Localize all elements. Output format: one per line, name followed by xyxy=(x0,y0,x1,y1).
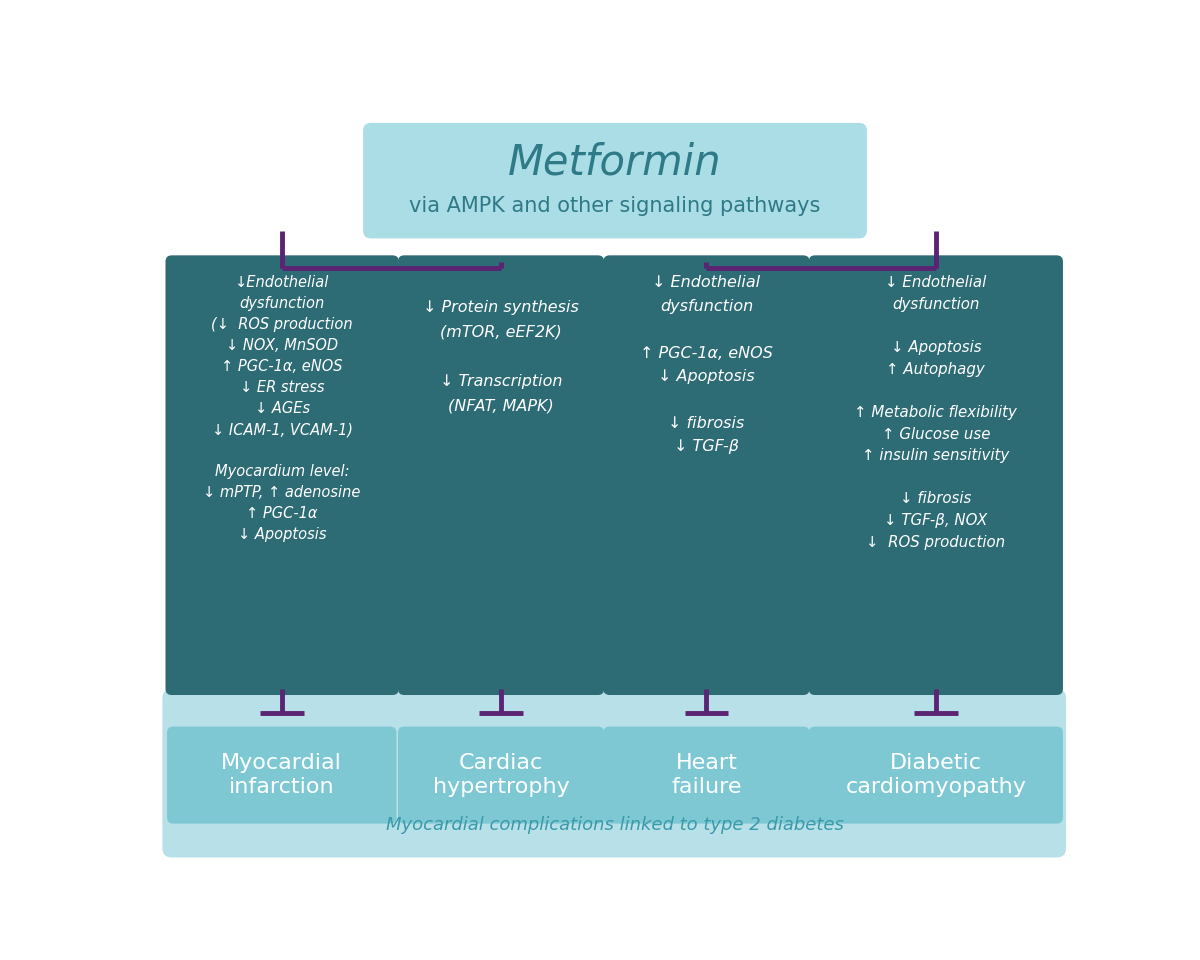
FancyBboxPatch shape xyxy=(398,255,604,695)
FancyBboxPatch shape xyxy=(398,727,604,824)
Text: Myocardial
infarction: Myocardial infarction xyxy=(221,753,342,798)
FancyBboxPatch shape xyxy=(167,727,396,824)
Text: via AMPK and other signaling pathways: via AMPK and other signaling pathways xyxy=(409,196,821,216)
Text: ↓ Endothelial
dysfunction

↑ PGC-1α, eNOS
↓ Apoptosis

↓ fibrosis
↓ TGF-β: ↓ Endothelial dysfunction ↑ PGC-1α, eNOS… xyxy=(640,276,773,454)
Text: ↓Endothelial
dysfunction
(↓  ROS production
↓ NOX, MnSOD
↑ PGC-1α, eNOS
↓ ER str: ↓Endothelial dysfunction (↓ ROS producti… xyxy=(204,276,361,542)
FancyBboxPatch shape xyxy=(166,255,398,695)
FancyBboxPatch shape xyxy=(809,727,1063,824)
Text: ↓ Endothelial
dysfunction

↓ Apoptosis
↑ Autophagy

↑ Metabolic flexibility
↑ Gl: ↓ Endothelial dysfunction ↓ Apoptosis ↑ … xyxy=(854,276,1018,549)
Text: Cardiac
hypertrophy: Cardiac hypertrophy xyxy=(433,753,570,798)
Text: Myocardial complications linked to type 2 diabetes: Myocardial complications linked to type … xyxy=(386,816,844,834)
FancyBboxPatch shape xyxy=(604,727,810,824)
Text: Heart
failure: Heart failure xyxy=(671,753,742,798)
Text: Diabetic
cardiomyopathy: Diabetic cardiomyopathy xyxy=(846,753,1026,798)
FancyBboxPatch shape xyxy=(809,255,1063,695)
FancyBboxPatch shape xyxy=(364,123,866,238)
FancyBboxPatch shape xyxy=(162,689,1066,857)
Text: Metformin: Metformin xyxy=(508,142,722,183)
FancyBboxPatch shape xyxy=(604,255,810,695)
Text: ↓ Protein synthesis
(mTOR, eEF2K)

↓ Transcription
(NFAT, MAPK): ↓ Protein synthesis (mTOR, eEF2K) ↓ Tran… xyxy=(424,300,580,414)
